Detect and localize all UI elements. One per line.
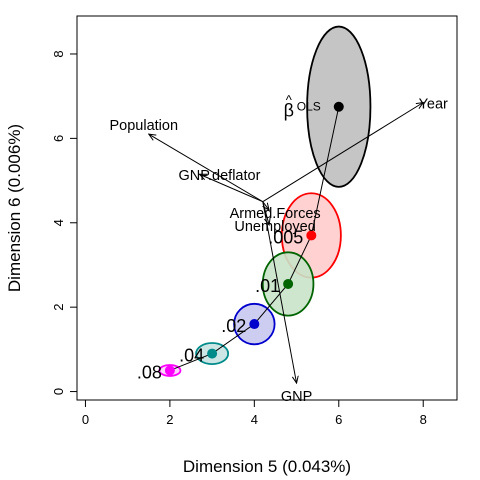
axes-layer: 0 2 4 6 8 0 2 4 6 8 xyxy=(51,50,427,427)
x-axis-tick-label: 0 xyxy=(82,412,89,427)
estimate-label: .02 xyxy=(221,316,246,336)
estimate-point xyxy=(207,348,218,359)
estimate-point xyxy=(283,278,294,289)
y-axis-tick-label: 0 xyxy=(51,388,66,395)
estimate-label: .08 xyxy=(137,362,162,382)
x-axis-tick-label: 4 xyxy=(251,412,258,427)
variable-vector xyxy=(262,103,423,203)
y-axis-tick-label: 2 xyxy=(51,304,66,311)
variable-label: Armed.Forces xyxy=(230,206,321,222)
variable-label: Population xyxy=(110,118,179,134)
labels-layer: .005 .01 .02 .04 .08 β^ OLS Year Population GNP.d… xyxy=(110,93,449,405)
y-axis-tick-label: 4 xyxy=(51,219,66,226)
estimate-label: .04 xyxy=(179,346,204,366)
y-axis-tick-label: 8 xyxy=(51,50,66,57)
ols-label: OLS xyxy=(297,100,321,114)
x-axis-tick-label: 8 xyxy=(420,412,427,427)
estimate-point xyxy=(306,230,317,241)
x-axis-label: Dimension 5 (0.043%) xyxy=(183,457,351,476)
estimate-point xyxy=(333,101,344,112)
variable-vector xyxy=(262,201,297,383)
beta-hat: ^ xyxy=(286,93,293,108)
beta-symbol: β xyxy=(284,101,294,121)
x-axis-tick-label: 2 xyxy=(166,412,173,427)
variable-label: Year xyxy=(419,97,448,113)
y-axis-label: Dimension 6 (0.006%) xyxy=(5,124,24,292)
estimate-points-layer xyxy=(164,101,344,376)
estimate-point xyxy=(164,365,175,376)
y-axis-tick-label: 6 xyxy=(51,135,66,142)
variable-vector xyxy=(263,201,269,210)
variable-label: GNP.deflator xyxy=(178,168,260,184)
variable-vector xyxy=(149,134,264,203)
estimate-label: .01 xyxy=(255,276,280,296)
variable-label: GNP xyxy=(281,389,312,405)
variable-vectors-layer xyxy=(149,103,423,384)
variable-vector xyxy=(199,174,263,203)
estimate-label: .005 xyxy=(268,227,303,247)
x-axis-tick-label: 6 xyxy=(335,412,342,427)
trace-path-layer xyxy=(169,106,340,371)
variable-label: Unemployed xyxy=(234,219,315,235)
ridge-trace-line xyxy=(169,106,340,371)
estimate-point xyxy=(249,319,260,330)
